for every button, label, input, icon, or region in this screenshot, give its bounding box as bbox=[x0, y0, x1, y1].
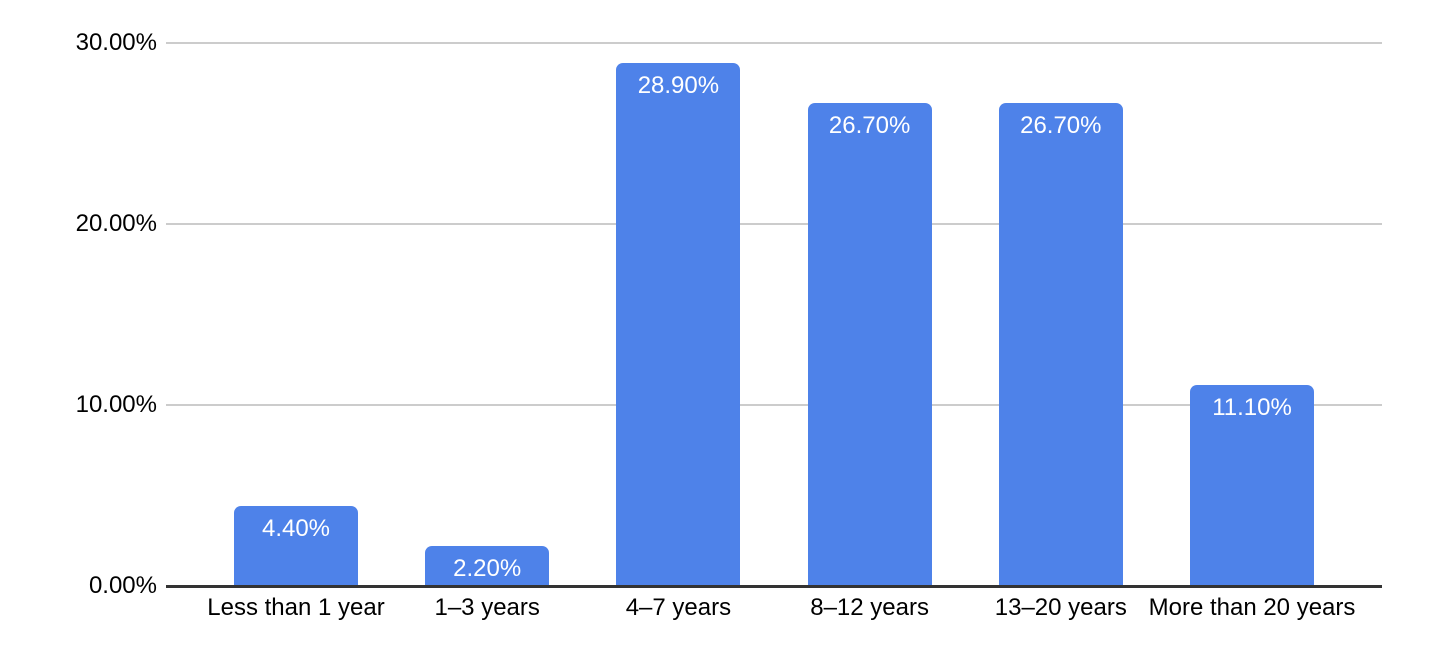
category-label: Less than 1 year bbox=[207, 594, 385, 621]
category-label: 8–12 years bbox=[810, 594, 929, 621]
bar: 2.20% bbox=[425, 546, 550, 586]
bar-value-label: 26.70% bbox=[1020, 111, 1102, 139]
category-label: 4–7 years bbox=[625, 594, 732, 621]
category-label: 13–20 years bbox=[994, 594, 1127, 621]
bar-value-label: 2.20% bbox=[453, 555, 522, 583]
y-axis-tick-label: 30.00% bbox=[75, 29, 157, 56]
bar: 26.70% bbox=[998, 102, 1123, 586]
y-axis-tick-label: 0.00% bbox=[88, 572, 157, 599]
bar-value-label: 4.40% bbox=[261, 515, 331, 543]
bar: 28.90% bbox=[616, 62, 741, 586]
gridline bbox=[166, 404, 1382, 406]
x-axis-line bbox=[166, 585, 1382, 588]
bar-value-label: 28.90% bbox=[637, 71, 720, 99]
gridline bbox=[166, 42, 1382, 44]
bar: 26.70% bbox=[807, 102, 932, 586]
gridline bbox=[166, 223, 1382, 225]
bar: 4.40% bbox=[234, 506, 358, 586]
bar-value-label: 26.70% bbox=[828, 111, 911, 139]
bar-value-label: 11.10% bbox=[1212, 394, 1292, 422]
category-label: 1–3 years bbox=[434, 594, 540, 621]
y-axis-tick-label: 10.00% bbox=[75, 391, 157, 418]
category-label: More than 20 years bbox=[1148, 594, 1356, 621]
y-axis-tick-label: 20.00% bbox=[75, 210, 157, 237]
bar: 11.10% bbox=[1190, 385, 1314, 586]
